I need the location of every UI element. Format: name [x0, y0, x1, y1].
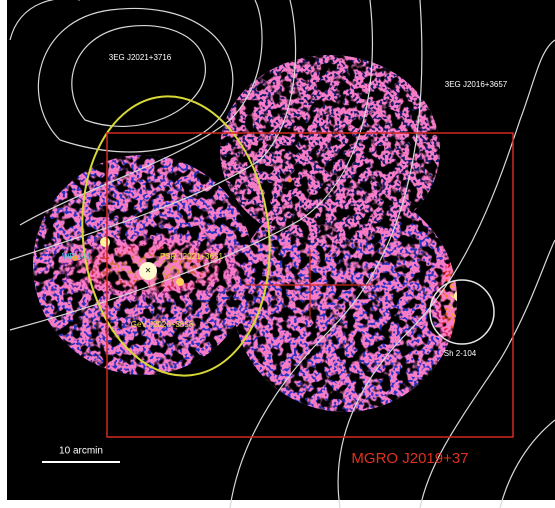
source-label: 3EG J2016+3657	[445, 80, 508, 89]
source-label: PSR J2021+3651	[160, 252, 223, 261]
source-label: 3EG J2021+3716	[109, 53, 172, 62]
source-label: WR 141	[62, 252, 91, 261]
source-label: Sh 2-104	[444, 349, 477, 358]
mgro-region	[106, 132, 514, 438]
psr-marker: ×	[145, 266, 151, 277]
source-label: GeV J2020+3658	[131, 320, 194, 329]
mgro-centroid	[245, 250, 372, 320]
gev-error-ellipse	[81, 95, 271, 377]
hii-region	[429, 279, 495, 345]
source-label: MGRO J2019+37	[351, 450, 468, 467]
scale-label: 10 arcmin	[59, 446, 103, 457]
